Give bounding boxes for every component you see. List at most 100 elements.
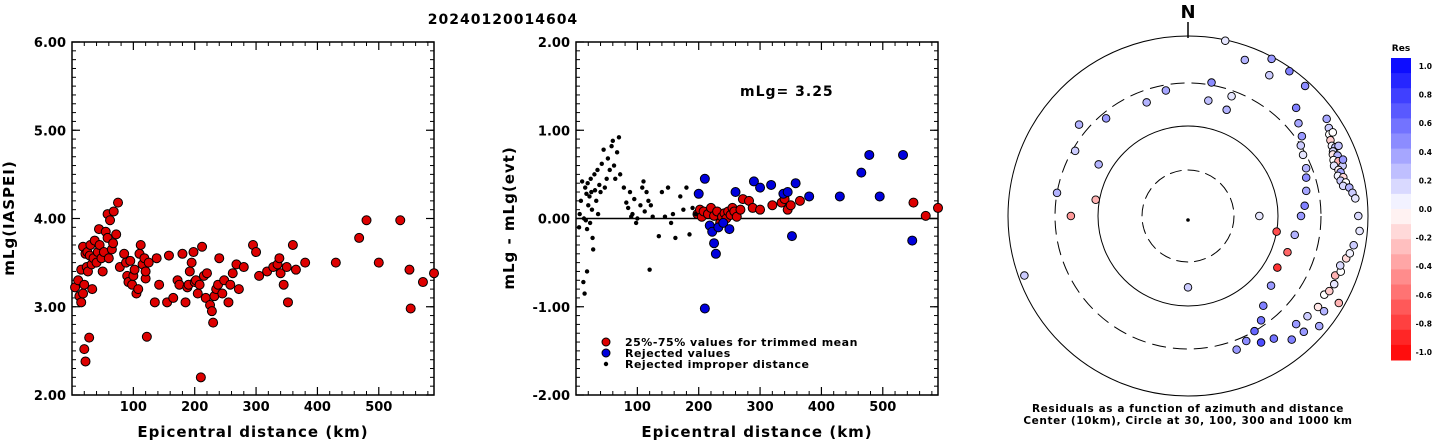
- station-point: [1303, 311, 1312, 321]
- data-point: [405, 303, 416, 314]
- y-axis-label-middle: mLg - mLg(evt): [500, 146, 518, 289]
- data-point: [404, 264, 415, 275]
- data-point-improper: [625, 205, 631, 211]
- data-point-rejected: [766, 179, 777, 190]
- data-point-improper: [613, 176, 618, 181]
- x-tick-label-left: 400: [304, 400, 331, 415]
- data-point-improper: [611, 163, 617, 168]
- data-point-improper: [592, 188, 598, 193]
- data-point-improper: [647, 267, 652, 272]
- station-point: [1227, 92, 1236, 101]
- data-point-rejected: [730, 187, 741, 198]
- data-point-improper: [630, 211, 635, 217]
- data-point: [180, 297, 191, 308]
- legend-marker: [601, 337, 611, 347]
- data-point-improper: [586, 203, 591, 208]
- station-point: [1255, 211, 1264, 221]
- legend-marker: [603, 361, 609, 367]
- data-point: [135, 239, 146, 250]
- data-point: [287, 239, 298, 250]
- data-point: [275, 268, 286, 279]
- data-point-improper: [673, 235, 678, 241]
- points-left: [70, 197, 439, 383]
- station-point: [1094, 160, 1103, 169]
- colorbar-label: -1.0: [1416, 348, 1432, 357]
- colorbar-swatch: [1391, 178, 1411, 195]
- colorbar-swatch: [1391, 58, 1411, 74]
- station-point: [1052, 188, 1062, 198]
- y-tick-label-middle: -1.00: [533, 301, 570, 316]
- data-point-improper: [598, 189, 603, 195]
- data-point: [79, 279, 90, 290]
- axis-y-middle: -2.00 -1.00 0.00 1.00 2.00: [533, 36, 938, 404]
- data-point: [233, 284, 244, 295]
- station-point: [1301, 173, 1311, 182]
- station-point: [1291, 103, 1301, 113]
- colorbar-label: 0.4: [1419, 148, 1432, 157]
- data-point: [78, 288, 89, 299]
- station-point: [1334, 298, 1344, 308]
- station-point: [1291, 319, 1301, 329]
- data-point-improper: [584, 191, 589, 196]
- colorbar: Res 1.0 0.8 0.6 0.4 0.2 0.0 -0.2 -0.4 -0.6 -0.8 -1…: [1391, 44, 1432, 361]
- data-point-improper: [656, 233, 662, 239]
- data-point-improper: [590, 247, 596, 252]
- data-point-rejected: [804, 191, 815, 202]
- station-point: [1259, 301, 1268, 310]
- data-point-trimmed: [785, 200, 796, 211]
- data-point-improper: [665, 185, 671, 190]
- colorbar-swatch: [1391, 209, 1411, 225]
- station-point: [1074, 120, 1084, 129]
- data-point-improper: [650, 214, 655, 219]
- data-point: [129, 264, 140, 275]
- colorbar-swatch: [1391, 239, 1411, 255]
- colorbar-label: 0.6: [1419, 119, 1432, 128]
- colorbar-swatch: [1391, 299, 1411, 316]
- data-point-improper: [590, 235, 595, 241]
- page-title: 20240120014604: [428, 12, 578, 28]
- data-point: [87, 284, 98, 295]
- data-point: [154, 279, 165, 290]
- data-point: [214, 253, 225, 264]
- data-point: [201, 268, 212, 279]
- data-point: [395, 215, 406, 226]
- station-point: [1351, 194, 1360, 203]
- data-point-improper: [583, 185, 588, 190]
- y-tick-label-middle: 2.00: [538, 36, 570, 51]
- data-point: [80, 356, 91, 367]
- data-point: [184, 266, 195, 277]
- colorbar-label: 0.2: [1419, 176, 1432, 185]
- data-point: [227, 268, 238, 279]
- station-point: [1297, 132, 1307, 141]
- data-point: [194, 279, 205, 290]
- station-point: [1354, 211, 1363, 221]
- data-point-rejected: [907, 235, 918, 246]
- x-tick-label-middle: 200: [685, 400, 712, 415]
- station-point: [1183, 283, 1193, 292]
- data-point-improper: [670, 211, 676, 217]
- legend-label: Rejected improper distance: [625, 358, 809, 371]
- colorbar-label: 1.0: [1419, 62, 1432, 71]
- colorbar-label: 0.0: [1419, 205, 1432, 214]
- colorbar-label: -0.2: [1416, 234, 1432, 243]
- station-point: [1325, 286, 1334, 296]
- data-point-improper: [693, 211, 698, 217]
- data-point: [163, 250, 174, 261]
- data-point: [168, 292, 179, 303]
- y-tick-label-middle: 0.00: [538, 213, 570, 228]
- data-point-improper: [584, 226, 590, 232]
- data-point: [143, 257, 154, 268]
- data-point: [373, 257, 384, 268]
- data-point-improper: [595, 211, 601, 217]
- plot-frame-left: [71, 41, 435, 396]
- data-point: [111, 229, 122, 240]
- station-point: [1267, 54, 1276, 64]
- data-point: [206, 306, 217, 317]
- data-point: [133, 284, 144, 295]
- colorbar-swatches: [1391, 58, 1411, 361]
- data-point-rejected: [693, 188, 704, 199]
- data-point: [105, 215, 116, 226]
- colorbar-swatch: [1391, 329, 1411, 346]
- station-point: [1020, 271, 1029, 280]
- data-point: [151, 253, 162, 264]
